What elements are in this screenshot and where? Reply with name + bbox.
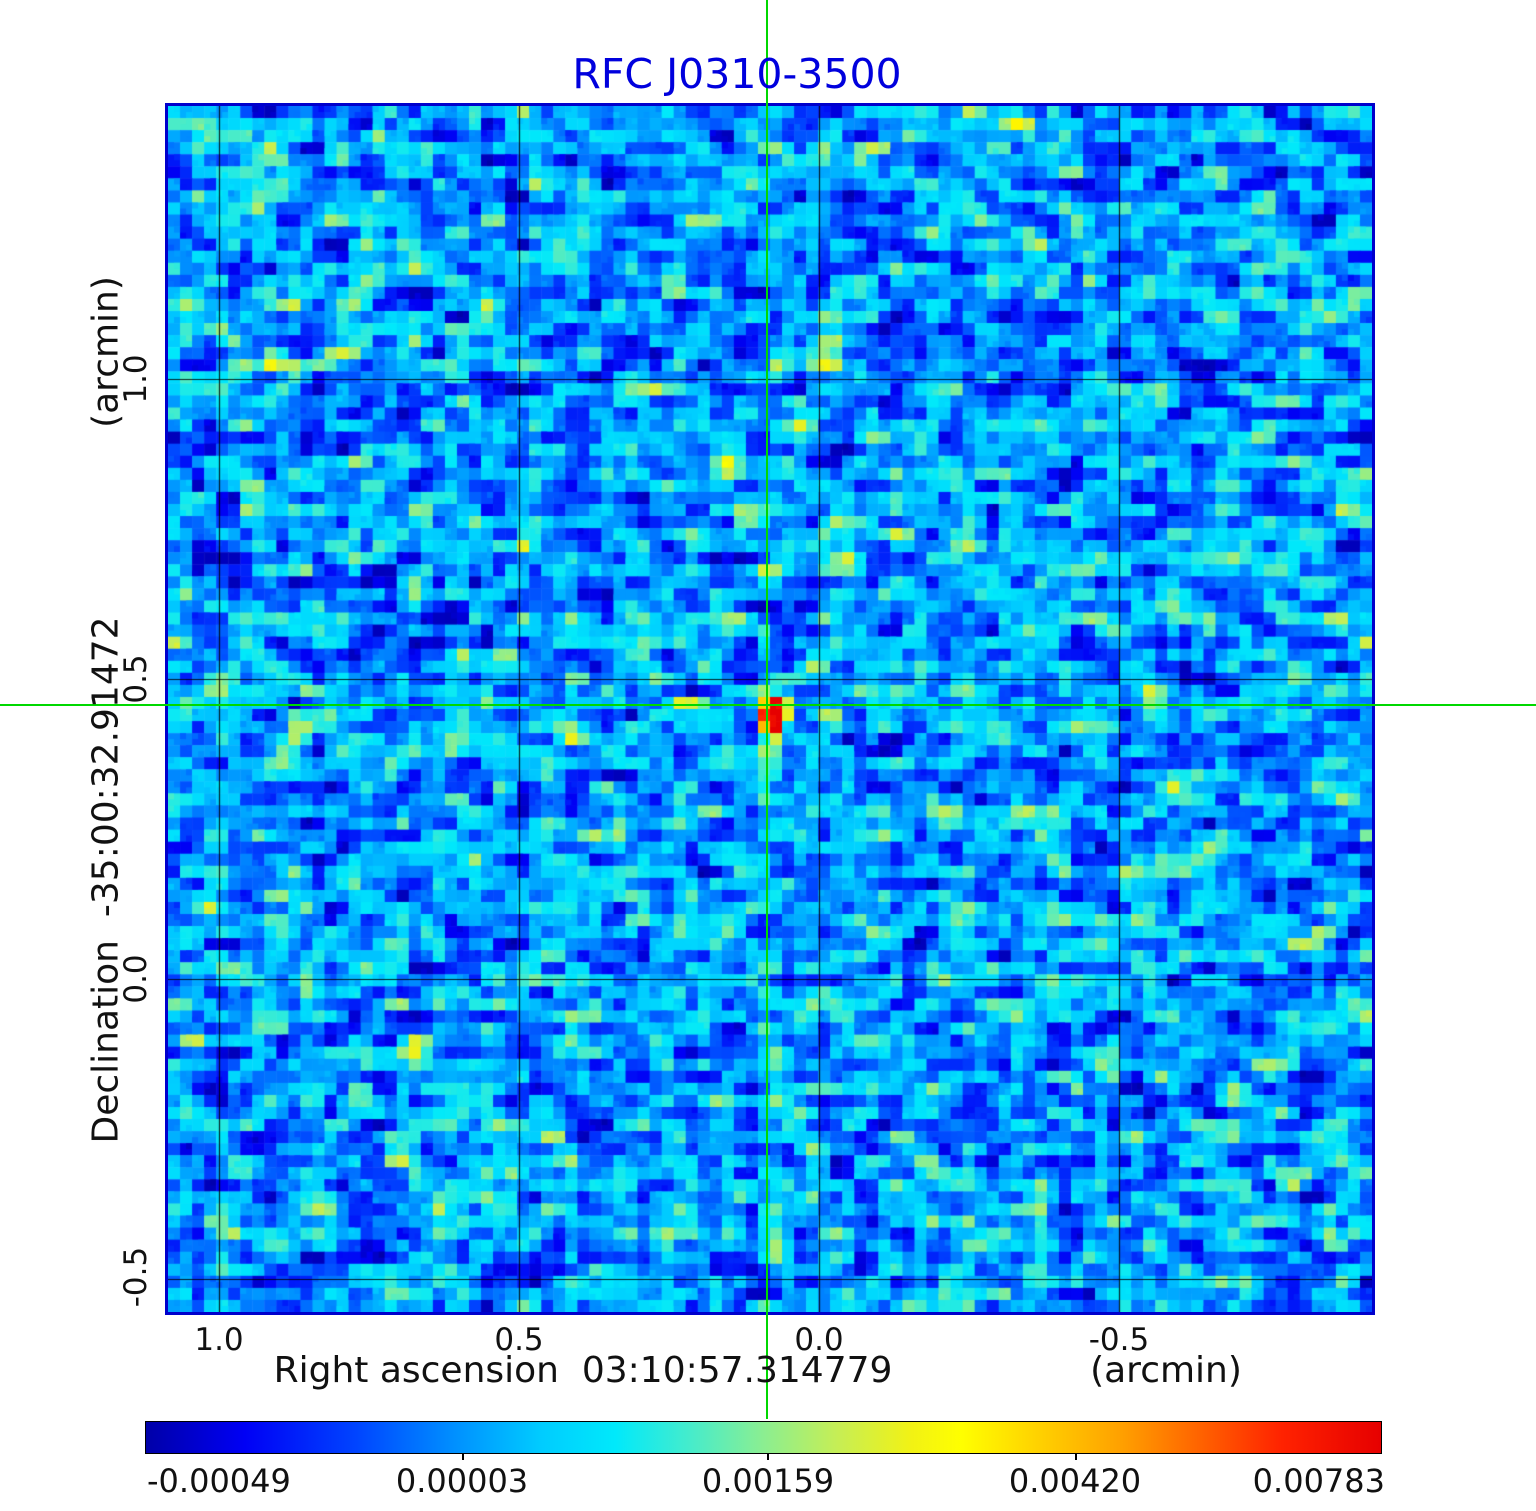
- colorbar-tick: [767, 1453, 770, 1460]
- y-axis-title: Declination -35:00:32.91472: [85, 616, 127, 1144]
- y-tick-label: -0.5: [118, 1246, 154, 1308]
- x-tick-label: -0.5: [1088, 1322, 1150, 1358]
- colorbar-label: 0.00420: [1008, 1462, 1142, 1500]
- x-axis-unit: (arcmin): [1090, 1350, 1242, 1391]
- colorbar: [145, 1421, 1382, 1454]
- plot-frame: [165, 103, 1375, 1315]
- radio-image-heatmap: [168, 106, 1372, 1312]
- x-tick-label: 0.5: [494, 1322, 544, 1358]
- y-axis-unit: (arcmin): [85, 276, 127, 428]
- colorbar-label: 0.00159: [701, 1462, 835, 1500]
- x-tick-label: 1.0: [194, 1322, 244, 1358]
- x-tick-label: 0.0: [794, 1322, 844, 1358]
- colorbar-label: 0.00003: [395, 1462, 529, 1500]
- colorbar-tick: [1074, 1453, 1077, 1460]
- colorbar-label: 0.00783: [1252, 1462, 1385, 1500]
- figure-title: RFC J0310-3500: [572, 50, 902, 98]
- x-axis-title: Right ascension 03:10:57.314779: [273, 1350, 893, 1391]
- crosshair-vertical-line: [766, 0, 768, 1419]
- colorbar-tick: [462, 1453, 465, 1460]
- colorbar-label: -0.00049: [147, 1462, 291, 1500]
- crosshair-horizontal-line: [0, 704, 1536, 706]
